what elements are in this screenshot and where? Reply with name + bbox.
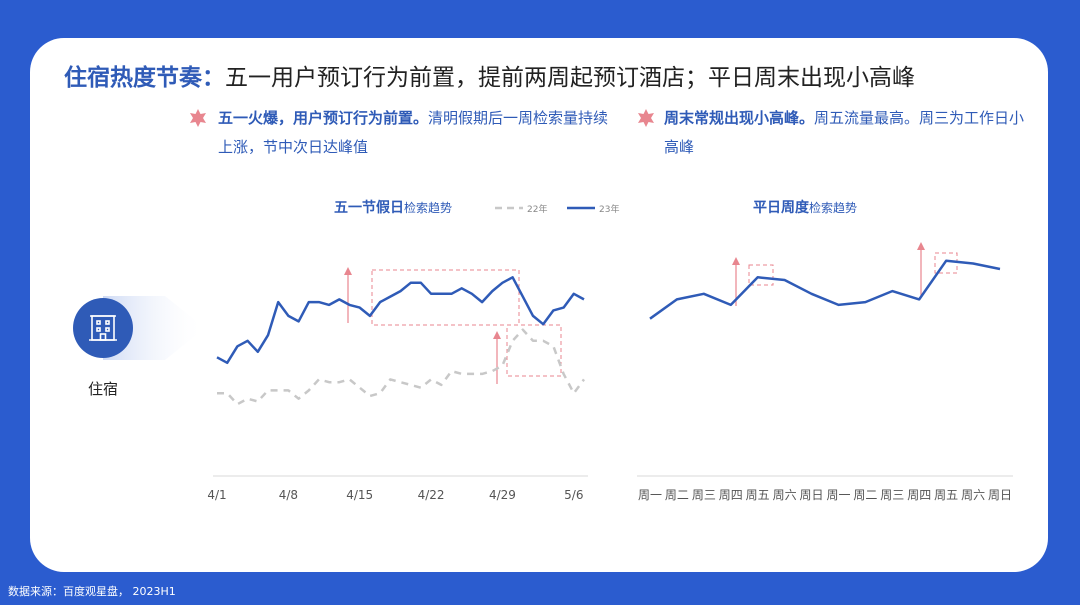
page-title: 住宿热度节奏：五一用户预订行为前置，提前两周起预订酒店；平日周末出现小高峰	[64, 58, 915, 92]
card	[30, 38, 1048, 572]
x-tick-label: 4/8	[279, 488, 298, 502]
x-tick-label: 4/22	[418, 488, 445, 502]
title-emphasis: 住宿热度节奏：	[64, 65, 225, 91]
hotel-icon	[89, 315, 117, 341]
x-tick-label: 周四	[719, 488, 743, 502]
bullet-emphasis: 周末常规出现小高峰。	[664, 109, 815, 127]
x-tick-label: 4/1	[207, 488, 226, 502]
x-tick-label: 周日	[988, 488, 1012, 502]
series-line	[649, 259, 1001, 320]
source-note: 数据来源：百度观星盘， 2023H1	[8, 585, 176, 598]
bullet-emphasis: 五一火爆，用户预订行为前置。	[218, 109, 429, 127]
bullet-text: 清明假期后一周检索量持续上涨，节中次日达峰值	[218, 109, 609, 156]
star-icon	[190, 109, 206, 127]
x-tick-label: 周日	[800, 488, 824, 502]
bullet: 五一火爆，用户预订行为前置。清明假期后一周检索量持续上涨，节中次日达峰值	[218, 104, 618, 162]
chart-title-text: 检索趋势	[809, 200, 857, 215]
x-tick-label: 周二	[665, 488, 689, 502]
x-tick-label: 5/6	[564, 488, 583, 502]
x-tick-label: 周一	[826, 488, 850, 502]
legend-label: 23年	[599, 203, 619, 215]
chart-title: 五一节假日检索趋势	[334, 199, 452, 216]
icon-glow	[103, 296, 205, 360]
x-tick-label: 周二	[853, 488, 877, 502]
title-text: 五一用户预订行为前置，提前两周起预订酒店；平日周末出现小高峰	[225, 65, 915, 91]
x-tick-label: 4/29	[489, 488, 516, 502]
chart-title-text: 检索趋势	[404, 200, 452, 215]
bullet-text: 周五流量最高。周三为工作日小高峰	[664, 109, 1025, 156]
x-tick-label: 周六	[961, 488, 985, 502]
icon-circle	[73, 298, 133, 358]
series-line	[216, 276, 585, 365]
x-tick-label: 周四	[907, 488, 931, 502]
x-tick-label: 周三	[692, 488, 716, 502]
chart-title-emphasis: 平日周度	[753, 199, 810, 216]
chart-title-emphasis: 五一节假日	[334, 199, 404, 216]
chart-title: 平日周度检索趋势	[753, 199, 857, 216]
x-tick-label: 周六	[773, 488, 797, 502]
series-line	[217, 328, 586, 406]
x-tick-label: 4/15	[346, 488, 373, 502]
icon-label: 住宿	[88, 380, 118, 398]
bullet: 周末常规出现小高峰。周五流量最高。周三为工作日小高峰	[664, 104, 1034, 162]
x-tick-label: 周五	[934, 488, 958, 502]
star-icon	[638, 109, 654, 127]
annotations	[344, 242, 958, 384]
x-tick-label: 周一	[638, 488, 662, 502]
legend-label: 22年	[527, 203, 547, 215]
x-tick-label: 周五	[746, 488, 770, 502]
x-tick-label: 周三	[880, 488, 904, 502]
